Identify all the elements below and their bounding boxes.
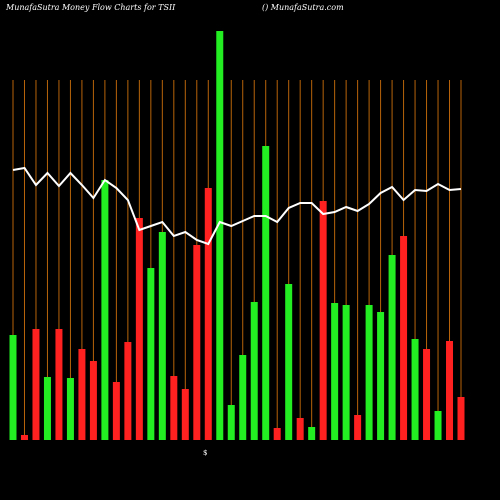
bar <box>20 435 28 440</box>
bar <box>446 341 454 440</box>
bar <box>411 339 419 440</box>
bar <box>43 377 51 440</box>
bar <box>89 361 97 440</box>
bar <box>158 232 166 440</box>
bar <box>434 411 442 440</box>
bar <box>9 335 17 440</box>
bar <box>331 303 339 440</box>
bar <box>296 418 304 440</box>
bar <box>400 236 408 440</box>
bar <box>273 428 281 440</box>
chart-title: MunafaSutra Money Flow Charts for TSII <box>5 3 176 12</box>
bar <box>112 382 120 440</box>
flow-line <box>12 166 462 246</box>
bar <box>66 378 74 440</box>
bar <box>457 397 465 440</box>
bar <box>319 201 327 440</box>
bar <box>365 305 373 440</box>
bar <box>388 255 396 440</box>
bar <box>423 349 431 440</box>
bar <box>181 389 189 440</box>
bar <box>170 376 178 440</box>
bar <box>377 312 385 440</box>
bar <box>342 305 350 440</box>
bar <box>285 284 293 440</box>
bar <box>354 415 362 440</box>
bar <box>250 302 258 440</box>
bar <box>216 31 224 440</box>
bar <box>78 349 86 440</box>
bar <box>227 405 235 440</box>
bar <box>135 218 143 440</box>
bar <box>204 188 212 440</box>
bar <box>32 329 40 440</box>
bar <box>239 355 247 440</box>
bar <box>147 268 155 440</box>
bar <box>308 427 316 440</box>
bar <box>124 342 132 440</box>
chart-subtitle: () MunafaSutra.com <box>262 3 344 12</box>
bar <box>55 329 63 440</box>
annotation: $ <box>203 449 207 457</box>
bar <box>262 146 270 440</box>
bar <box>101 180 109 440</box>
bar <box>193 245 201 440</box>
